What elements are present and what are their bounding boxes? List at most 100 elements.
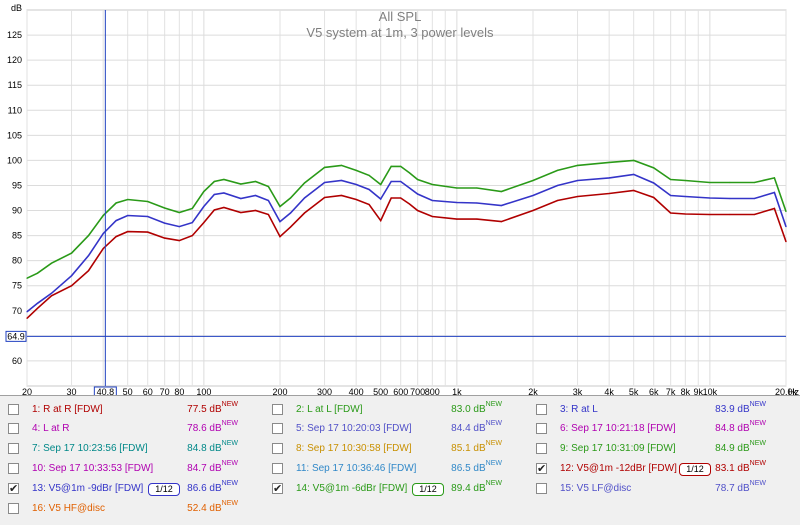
x-tick-label: 600 (393, 387, 408, 395)
x-tick-label: 20.0k (775, 387, 798, 395)
series-point (456, 201, 458, 204)
legend-value-text: 78.7 dB (715, 483, 750, 494)
legend-item-6[interactable]: 6: Sep 17 10:21:18 [FDW] 84.8 dBNEW (536, 420, 794, 438)
series-point (102, 248, 104, 250)
legend-value-text: 83.1 dB (715, 463, 750, 474)
spl-graph[interactable]: 6065707580859095100105110115120125dB2030… (0, 0, 800, 395)
legend-checkbox[interactable] (272, 463, 283, 474)
legend-checkbox[interactable]: ✔ (8, 483, 19, 495)
legend-checkbox[interactable]: ✔ (272, 483, 283, 495)
series-point (380, 198, 382, 200)
legend-checkbox[interactable] (8, 503, 19, 514)
series-point (240, 197, 242, 200)
smoothing-badge[interactable]: 1/12 (679, 463, 711, 476)
legend-label: 5: Sep 17 10:20:03 [FDW] (296, 423, 412, 434)
y-tick-label: 110 (8, 105, 22, 115)
series-point (417, 209, 419, 212)
y-tick-label: 115 (8, 80, 22, 90)
legend-value: 83.0 dBNEW (442, 401, 502, 419)
legend-item-1[interactable]: 1: R at R [FDW] 77.5 dBNEW (8, 401, 266, 419)
legend-value-text: 84.4 dB (451, 423, 486, 434)
new-badge: NEW (221, 500, 238, 507)
legend-item-4[interactable]: 4: L at R 78.6 dBNEW (8, 420, 266, 438)
legend-item-2[interactable]: 2: L at L [FDW] 83.0 dBNEW (272, 401, 530, 419)
legend-value: 83.9 dBNEW (706, 401, 766, 419)
legend-checkbox[interactable] (272, 443, 283, 454)
series-point (773, 177, 776, 179)
series-point (254, 209, 257, 212)
series-point (684, 179, 686, 182)
x-tick-label: 800 (425, 387, 440, 395)
smoothing-badge[interactable]: 1/12 (412, 483, 444, 496)
series-point (267, 213, 269, 216)
x-tick-label: 300 (317, 387, 332, 395)
checkmark-icon: ✔ (273, 483, 283, 495)
legend-checkbox[interactable] (8, 404, 19, 415)
legend-value: 77.5 dBNEW (178, 401, 238, 419)
series-point (303, 197, 306, 199)
legend-item-12[interactable]: ✔ 12: V5@1m -12dBr [FDW] 1/12 83.1 dBNEW (536, 460, 794, 478)
legend-label: 8: Sep 17 10:30:58 [FDW] (296, 443, 412, 454)
spl-chart[interactable]: 6065707580859095100105110115120125dB2030… (0, 0, 800, 395)
y-tick-label: 75 (12, 281, 22, 291)
y-tick-label: 95 (12, 180, 22, 190)
legend-checkbox[interactable] (8, 423, 19, 434)
series-point (303, 212, 306, 214)
y-tick-label: 60 (12, 356, 22, 366)
legend-item-3[interactable]: 3: R at L 83.9 dBNEW (536, 401, 794, 419)
legend-item-14[interactable]: ✔ 14: V5@1m -6dBr [FDW] 1/12 89.4 dBNEW (272, 480, 530, 498)
legend-checkbox[interactable] (8, 443, 19, 454)
series-point (408, 187, 411, 189)
legend-item-8[interactable]: 8: Sep 17 10:30:58 [FDW] 85.1 dBNEW (272, 440, 530, 458)
y-tick-label: 120 (7, 55, 22, 65)
x-tick-label: 4k (604, 387, 614, 395)
legend-checkbox[interactable] (536, 404, 547, 415)
legend-item-16[interactable]: 16: V5 HF@disc 52.4 dBNEW (8, 500, 266, 518)
series-point (400, 165, 402, 167)
y-tick-label: 90 (12, 206, 22, 216)
series-point (556, 199, 559, 202)
series-point (267, 185, 269, 188)
legend-item-7[interactable]: 7: Sep 17 10:23:56 [FDW] 84.8 dBNEW (8, 440, 266, 458)
series-point (240, 211, 242, 214)
series-point (115, 220, 117, 222)
y-tick-label: 125 (7, 30, 22, 40)
series-point (577, 164, 579, 166)
series-point (87, 270, 90, 272)
series-point (456, 218, 458, 220)
legend-checkbox[interactable]: ✔ (536, 463, 547, 475)
series-point (213, 209, 215, 211)
series-point (608, 161, 610, 163)
legend-item-9[interactable]: 9: Sep 17 10:31:09 [FDW] 84.9 dBNEW (536, 440, 794, 458)
legend-item-13[interactable]: ✔ 13: V5@1m -9dBr [FDW] 1/12 86.6 dBNEW (8, 480, 266, 498)
legend-checkbox[interactable] (536, 483, 547, 494)
legend-checkbox[interactable] (272, 423, 283, 434)
legend-item-10[interactable]: 10: Sep 17 10:33:53 [FDW] 84.7 dBNEW (8, 460, 266, 478)
series-point (36, 272, 39, 274)
series-point (431, 199, 433, 202)
series-point (709, 197, 711, 199)
legend-checkbox[interactable] (8, 463, 19, 474)
legend-item-15[interactable]: 15: V5 LF@disc 78.7 dBNEW (536, 480, 794, 498)
legend-item-11[interactable]: 11: Sep 17 10:36:46 [FDW] 86.5 dBNEW (272, 460, 530, 478)
series-point (670, 194, 672, 197)
legend-value-text: 77.5 dB (187, 404, 222, 415)
legend-checkbox[interactable] (272, 404, 283, 415)
series-point (577, 195, 579, 198)
cursor-y-box (5, 330, 27, 342)
series-point (476, 202, 478, 204)
series-point (556, 184, 559, 187)
series-point (653, 167, 655, 169)
x-tick-label: 60 (143, 387, 153, 395)
series-point (279, 236, 281, 238)
smoothing-badge[interactable]: 1/12 (148, 483, 180, 496)
x-tick-label: 700 (410, 387, 425, 395)
legend-label: 13: V5@1m -9dBr [FDW] (32, 483, 144, 494)
plot-area (26, 9, 787, 387)
legend-item-5[interactable]: 5: Sep 17 10:20:03 [FDW] 84.4 dBNEW (272, 420, 530, 438)
legend-checkbox[interactable] (536, 423, 547, 434)
series-point (431, 183, 433, 186)
x-tick-label: 5k (629, 387, 639, 395)
legend-checkbox[interactable] (536, 443, 547, 454)
series-point (289, 197, 292, 199)
